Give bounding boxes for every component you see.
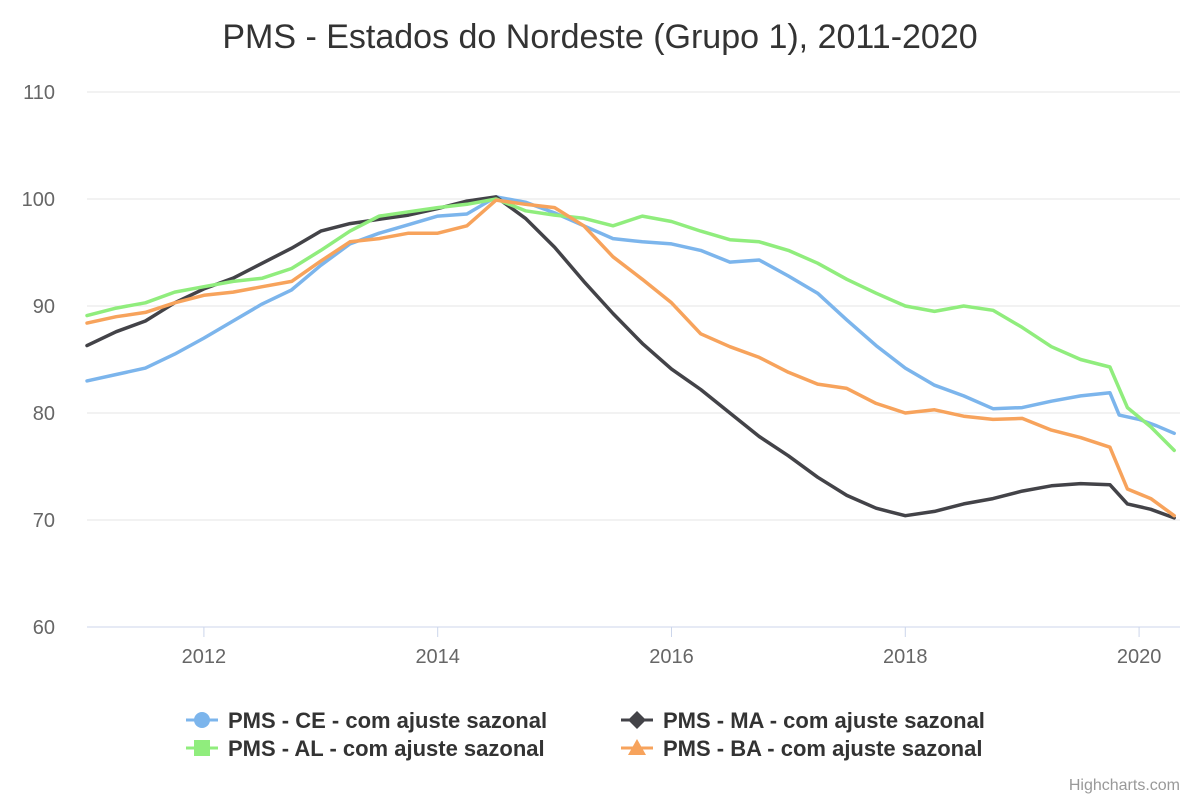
x-tick-label: 2018 — [883, 646, 928, 668]
y-tick-label: 60 — [33, 617, 55, 639]
y-tick-label: 70 — [33, 510, 55, 532]
legend-label: PMS - BA - com ajuste sazonal — [663, 736, 982, 761]
legend-label: PMS - CE - com ajuste sazonal — [228, 708, 547, 733]
legend-label: PMS - AL - com ajuste sazonal — [228, 736, 545, 761]
triangle-marker-icon — [628, 739, 646, 755]
diamond-marker-icon — [628, 711, 646, 729]
legend-item-3[interactable]: PMS - AL - com ajuste sazonal — [186, 736, 545, 761]
x-axis: 2012 2014 2016 2018 2020 — [87, 626, 1180, 668]
legend-label: PMS - MA - com ajuste sazonal — [663, 708, 985, 733]
legend: PMS - CE - com ajuste sazonal PMS - MA - … — [186, 708, 985, 761]
y-tick-label: 100 — [22, 189, 55, 211]
series-line-3[interactable] — [85, 197, 1176, 453]
series-line-4[interactable] — [85, 198, 1176, 518]
x-tick-label: 2020 — [1117, 646, 1162, 668]
y-axis: 60 70 80 90 100 110 — [22, 82, 55, 639]
circle-marker-icon — [194, 712, 210, 728]
square-marker-icon — [194, 740, 210, 756]
series-line-1[interactable] — [85, 195, 1176, 436]
credits-link[interactable]: Highcharts.com — [1069, 777, 1180, 794]
series-line-2[interactable] — [85, 195, 1176, 520]
y-tick-label: 90 — [33, 296, 55, 318]
x-tick-label: 2016 — [649, 646, 694, 668]
legend-item-1[interactable]: PMS - CE - com ajuste sazonal — [186, 708, 547, 733]
chart-title: PMS - Estados do Nordeste (Grupo 1), 201… — [222, 18, 977, 56]
legend-item-2[interactable]: PMS - MA - com ajuste sazonal — [621, 708, 985, 733]
y-tick-label: 80 — [33, 403, 55, 425]
series-layer — [85, 195, 1176, 520]
grid-lines — [87, 91, 1180, 628]
x-tick-label: 2014 — [415, 646, 460, 668]
legend-item-4[interactable]: PMS - BA - com ajuste sazonal — [621, 736, 982, 761]
x-tick-label: 2012 — [182, 646, 227, 668]
y-tick-label: 110 — [23, 82, 55, 104]
